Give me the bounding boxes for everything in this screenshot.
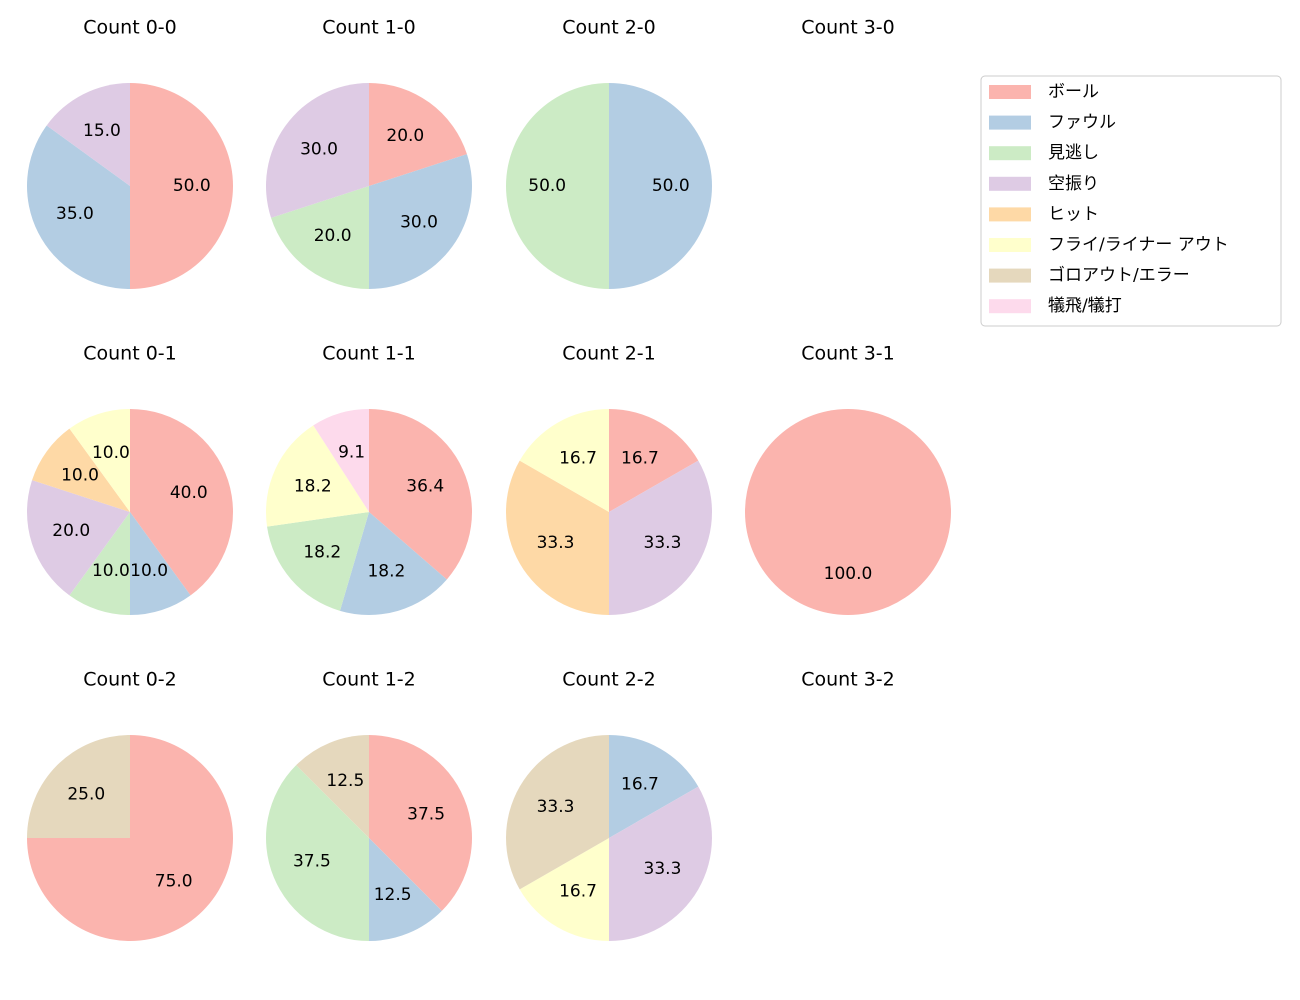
slice-label: 18.2 [294, 476, 332, 496]
slice-label: 33.3 [644, 533, 682, 553]
slice-label: 10.0 [61, 466, 99, 486]
chart-title: Count 1-1 [322, 343, 416, 365]
pie-slice [519, 409, 609, 512]
pie-slice [609, 409, 699, 512]
slice-label: 25.0 [67, 784, 105, 804]
slice-label: 16.7 [621, 449, 659, 469]
pie-slice [130, 409, 233, 596]
pie-slice [266, 83, 369, 218]
legend-label: 空振り [1048, 174, 1099, 194]
pie-slice [32, 428, 130, 512]
slice-label: 33.3 [644, 859, 682, 879]
slice-label: 16.7 [621, 775, 659, 795]
slice-label: 37.5 [293, 852, 331, 872]
slice-label: 75.0 [155, 872, 193, 892]
slice-label: 12.5 [374, 885, 412, 905]
pie-slice [296, 735, 369, 838]
slice-label: 100.0 [824, 564, 873, 584]
slice-label: 33.3 [537, 797, 575, 817]
pie-slice [609, 786, 712, 941]
slice-label: 35.0 [56, 204, 94, 224]
legend-label: ヒット [1048, 204, 1099, 224]
pie-slice [27, 735, 130, 838]
pie-slice [506, 83, 609, 289]
slice-label: 20.0 [314, 226, 352, 246]
chart-title: Count 0-2 [83, 669, 177, 691]
slice-label: 12.5 [326, 771, 364, 791]
slice-label: 10.0 [92, 561, 130, 581]
pie-slice [369, 735, 472, 911]
legend-label: 見逃し [1048, 143, 1099, 163]
chart-title: Count 2-0 [562, 17, 656, 39]
chart-title: Count 3-0 [801, 17, 895, 39]
pie-slice [369, 154, 473, 289]
legend-swatch [989, 207, 1031, 222]
slice-label: 16.7 [559, 881, 597, 901]
pie-slice [369, 838, 442, 941]
legend-box [980, 75, 1282, 327]
pie-slice [506, 735, 609, 890]
slice-label: 30.0 [300, 140, 338, 160]
legend-swatch [989, 85, 1031, 99]
pie-slice [266, 765, 369, 941]
chart-title: Count 1-2 [322, 669, 416, 691]
legend-label: ボール [1048, 82, 1099, 102]
pie-slice [519, 838, 609, 941]
slice-label: 50.0 [173, 176, 211, 196]
pie-slice [369, 83, 467, 186]
slice-label: 10.0 [130, 561, 168, 581]
chart-title: Count 0-0 [83, 17, 177, 39]
pie-slice [27, 480, 130, 596]
legend-label: 犠飛/犠打 [1048, 296, 1122, 316]
legend-swatch [989, 176, 1031, 191]
pie-slice [609, 83, 712, 289]
slice-label: 10.0 [92, 443, 130, 463]
pie-slice [266, 425, 369, 527]
pie-slice [267, 512, 369, 611]
pie-slice [609, 735, 699, 838]
chart-title: Count 3-2 [801, 669, 895, 691]
legend-swatch [989, 268, 1031, 283]
pie-slice [505, 460, 609, 615]
pie-slice [69, 512, 130, 615]
slice-label: 40.0 [170, 483, 208, 503]
pie-slice [369, 409, 473, 580]
slice-label: 33.3 [537, 533, 575, 553]
slice-label: 37.5 [407, 804, 445, 824]
chart-title: Count 2-1 [562, 343, 656, 365]
chart-title: Count 3-1 [801, 343, 895, 365]
pie-slice [130, 512, 191, 615]
pie-slice [745, 409, 951, 615]
slice-label: 30.0 [400, 212, 438, 232]
pie-slice [609, 460, 712, 615]
chart-title: Count 1-0 [322, 17, 416, 39]
legend-swatch [989, 146, 1031, 161]
slice-label: 50.0 [652, 176, 690, 196]
pie-slice [69, 409, 130, 512]
slice-label: 15.0 [83, 121, 121, 141]
slice-label: 9.1 [338, 443, 365, 463]
pie-slice [313, 409, 369, 512]
chart-title: Count 0-1 [83, 343, 177, 365]
pie-slice [27, 125, 131, 289]
slice-label: 36.4 [406, 476, 444, 496]
legend-swatch [989, 238, 1031, 252]
pie-slice [46, 83, 130, 186]
legend-label: ファウル [1048, 113, 1116, 133]
pie-slice [271, 186, 369, 289]
legend-label: フライ/ライナー アウト [1048, 235, 1229, 255]
slice-label: 18.2 [303, 542, 341, 562]
legend-swatch [989, 299, 1031, 314]
slice-label: 16.7 [559, 449, 597, 469]
slice-label: 18.2 [367, 561, 405, 581]
slice-label: 20.0 [52, 521, 90, 541]
chart-title: Count 2-2 [562, 669, 656, 691]
legend-label: ゴロアウト/エラー [1048, 265, 1190, 286]
slice-label: 20.0 [386, 126, 424, 146]
slice-label: 50.0 [528, 176, 566, 196]
legend-swatch [989, 115, 1031, 130]
pie-slice [339, 512, 447, 615]
pie-slice [130, 83, 233, 289]
